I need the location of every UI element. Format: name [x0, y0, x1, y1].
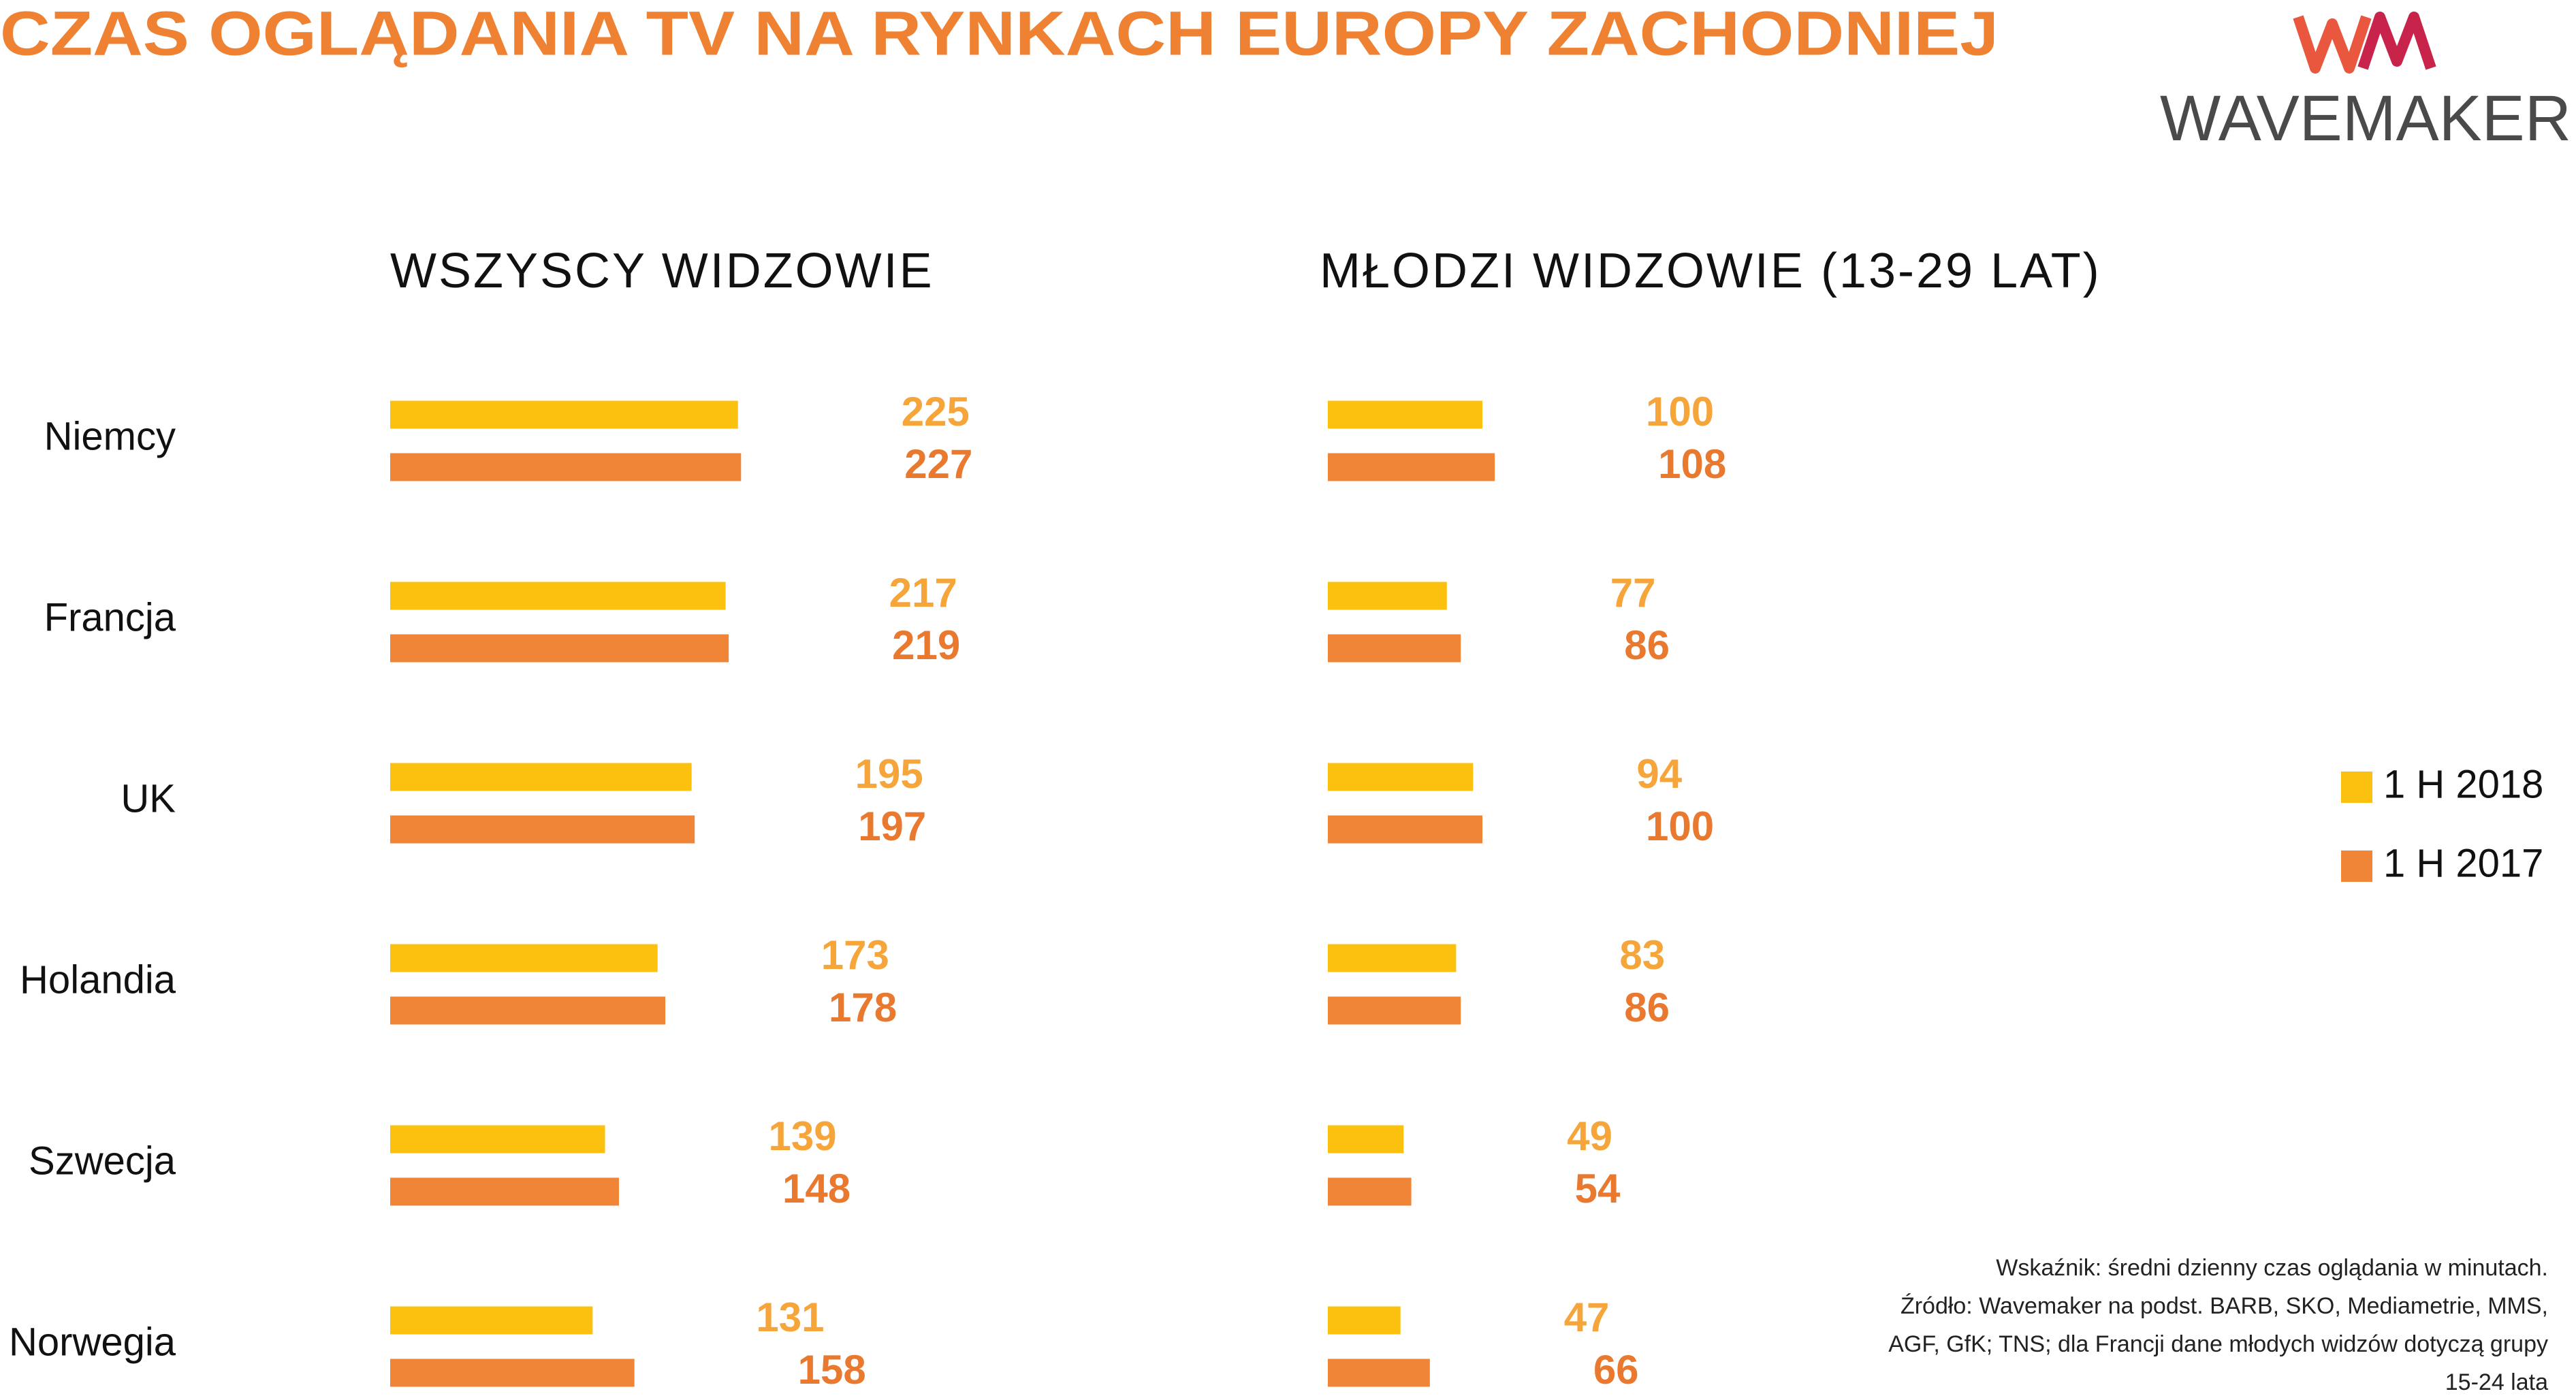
category-label: Szwecja: [29, 1139, 176, 1183]
category-label: Niemcy: [44, 414, 176, 458]
value-label: 197: [858, 804, 926, 849]
source-note: Źródło: Wavemaker na podst. BARB, SKO, M…: [1901, 1293, 2548, 1319]
bar: [1328, 996, 1461, 1025]
value-label: 139: [769, 1113, 837, 1159]
value-label: 49: [1567, 1113, 1612, 1159]
value-label: 227: [904, 441, 972, 487]
bar: [390, 582, 726, 610]
bar: [1328, 763, 1474, 791]
value-label: 66: [1593, 1347, 1639, 1393]
bar: [390, 453, 742, 481]
logo-mark: [2293, 12, 2436, 74]
bar: [1328, 1125, 1404, 1154]
bar: [1328, 1359, 1430, 1387]
bar: [390, 1125, 605, 1154]
bar: [390, 763, 692, 791]
category-label: Francja: [44, 595, 176, 639]
bar: [390, 400, 738, 429]
bar: [1328, 1306, 1401, 1335]
bar: [1328, 453, 1495, 481]
legend-label: 1 H 2017: [2383, 841, 2543, 885]
bar: [390, 1177, 619, 1206]
source-note: 15-24 lata: [2445, 1369, 2548, 1395]
value-label: 108: [1658, 441, 1726, 487]
legend-swatch: [2341, 772, 2372, 803]
value-label: 100: [1646, 389, 1714, 434]
bar: [390, 815, 695, 844]
page-title: CZAS OGLĄDANIA TV NA RYNKACH EUROPY ZACH…: [0, 0, 1999, 68]
bar: [1328, 582, 1447, 610]
bar: [1328, 815, 1482, 844]
value-label: 77: [1610, 570, 1656, 616]
category-label: UK: [121, 776, 176, 821]
bar: [390, 634, 729, 663]
source-note: Wskaźnik: średni dzienny czas oglądania …: [1996, 1255, 2548, 1281]
value-label: 83: [1619, 932, 1665, 978]
source-note: AGF, GfK; TNS; dla Francji dane młodych …: [1888, 1331, 2548, 1357]
bar: [390, 944, 658, 972]
value-label: 86: [1624, 622, 1670, 668]
value-label: 148: [782, 1166, 850, 1211]
value-label: 47: [1564, 1294, 1610, 1340]
category-label: Norwegia: [9, 1320, 176, 1364]
value-label: 173: [821, 932, 889, 978]
bar: [390, 996, 666, 1025]
logo-text: WAVEMAKER: [2160, 82, 2571, 155]
value-label: 94: [1636, 751, 1682, 797]
bar: [1328, 634, 1461, 663]
value-label: 217: [889, 570, 957, 616]
chart-subtitle: MŁODZI WIDZOWIE (13-29 LAT): [1320, 244, 2101, 298]
chart-subtitle: WSZYSCY WIDZOWIE: [390, 244, 934, 298]
bar: [1328, 400, 1482, 429]
value-label: 54: [1575, 1166, 1621, 1211]
bar: [390, 1359, 635, 1387]
bar: [1328, 1177, 1412, 1206]
bar: [1328, 944, 1457, 972]
value-label: 86: [1624, 985, 1670, 1030]
value-label: 100: [1646, 804, 1714, 849]
value-label: 158: [798, 1347, 866, 1393]
legend-label: 1 H 2018: [2383, 762, 2543, 806]
legend-swatch: [2341, 851, 2372, 882]
value-label: 225: [902, 389, 970, 434]
value-label: 219: [892, 622, 960, 668]
value-label: 195: [855, 751, 923, 797]
category-label: Holandia: [20, 957, 176, 1002]
bar: [390, 1306, 593, 1335]
value-label: 178: [829, 985, 897, 1030]
value-label: 131: [756, 1294, 824, 1340]
